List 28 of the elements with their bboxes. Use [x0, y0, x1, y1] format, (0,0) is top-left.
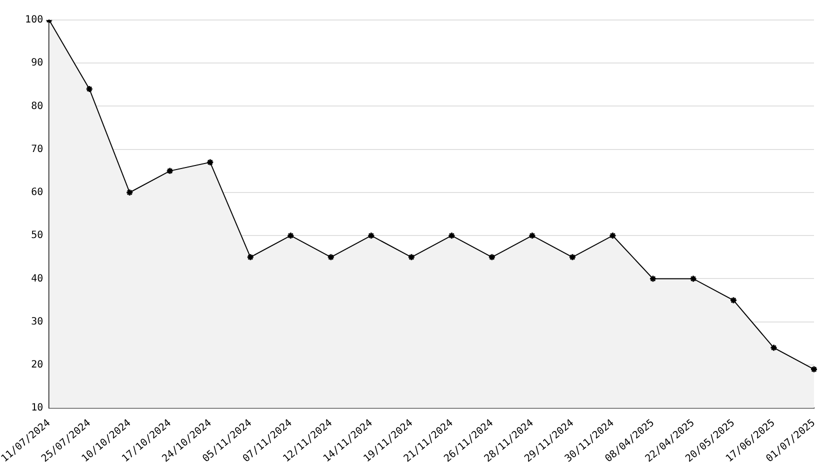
y-tick-label: 30 [31, 316, 44, 328]
point [568, 253, 576, 261]
point [367, 232, 375, 240]
y-tick-label: 10 [31, 402, 44, 414]
point [126, 188, 134, 196]
point [608, 232, 616, 240]
point [528, 232, 536, 240]
point [286, 232, 294, 240]
point [86, 85, 94, 93]
point [327, 253, 335, 261]
point [206, 158, 214, 166]
point [448, 232, 456, 240]
y-tick-label: 20 [31, 360, 44, 371]
point [689, 274, 697, 282]
point [488, 253, 496, 261]
y-tick-label: 90 [31, 58, 44, 69]
y-tick-label: 80 [31, 100, 44, 112]
point [408, 253, 416, 261]
point [770, 344, 778, 352]
y-tick-label: 60 [31, 187, 44, 198]
y-tick-label: 50 [31, 230, 44, 242]
point [246, 253, 254, 261]
y-tick-label: 100 [25, 14, 44, 26]
point [730, 296, 738, 304]
point [649, 274, 657, 282]
y-tick-label: 70 [31, 144, 44, 155]
point [166, 167, 174, 175]
y-tick-label: 40 [31, 273, 44, 284]
